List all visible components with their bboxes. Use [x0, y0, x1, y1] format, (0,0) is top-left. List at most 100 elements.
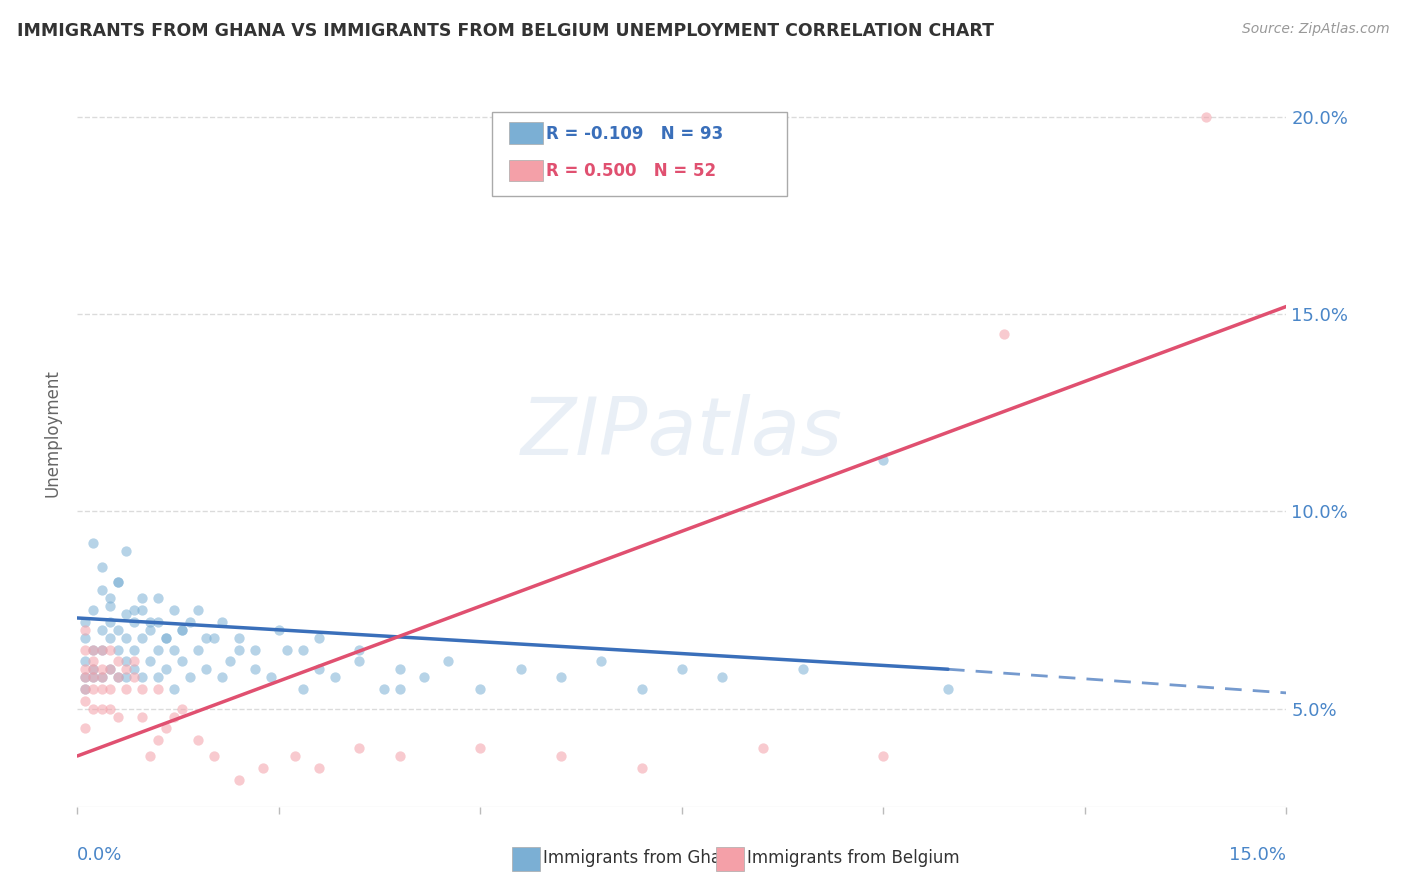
Point	[75, 631, 97, 645]
Point	[107, 654, 129, 668]
Point	[163, 681, 186, 696]
Point	[388, 681, 411, 696]
Text: R = -0.109   N = 93: R = -0.109 N = 93	[546, 125, 723, 143]
Point	[131, 591, 153, 606]
Point	[114, 607, 136, 621]
Text: 15.0%: 15.0%	[1229, 847, 1286, 864]
Point	[155, 631, 177, 645]
Point	[437, 654, 460, 668]
Text: R = 0.500   N = 52: R = 0.500 N = 52	[546, 162, 716, 180]
Point	[308, 631, 330, 645]
Point	[75, 681, 97, 696]
Point	[122, 642, 145, 657]
Point	[146, 733, 169, 747]
Point	[82, 654, 104, 668]
Point	[82, 701, 104, 715]
Point	[107, 575, 129, 590]
Point	[114, 631, 136, 645]
Point	[90, 701, 112, 715]
Point	[90, 623, 112, 637]
Point	[82, 662, 104, 676]
Point	[131, 670, 153, 684]
Point	[75, 670, 97, 684]
Point	[75, 681, 97, 696]
Point	[260, 670, 283, 684]
Point	[122, 603, 145, 617]
Point	[284, 749, 307, 764]
Point	[470, 741, 492, 756]
Point	[155, 722, 177, 736]
Point	[630, 761, 652, 775]
Point	[82, 536, 104, 550]
Point	[139, 654, 162, 668]
Point	[90, 642, 112, 657]
Point	[349, 642, 371, 657]
Text: Immigrants from Ghana: Immigrants from Ghana	[543, 849, 741, 867]
Point	[82, 670, 104, 684]
Point	[163, 642, 186, 657]
Point	[671, 662, 693, 676]
Point	[82, 670, 104, 684]
Point	[936, 681, 959, 696]
Point	[139, 615, 162, 629]
Point	[792, 662, 814, 676]
Point	[75, 623, 97, 637]
Point	[228, 631, 250, 645]
Point	[98, 615, 121, 629]
Point	[591, 654, 613, 668]
Point	[172, 623, 194, 637]
Point	[131, 681, 153, 696]
Text: Source: ZipAtlas.com: Source: ZipAtlas.com	[1241, 22, 1389, 37]
Point	[179, 615, 201, 629]
Point	[993, 326, 1015, 341]
Point	[146, 615, 169, 629]
Point	[550, 670, 572, 684]
Point	[146, 642, 169, 657]
Point	[308, 662, 330, 676]
Point	[82, 662, 104, 676]
Point	[155, 662, 177, 676]
Point	[292, 681, 315, 696]
Point	[630, 681, 652, 696]
Point	[243, 662, 266, 676]
Point	[211, 615, 233, 629]
Point	[139, 623, 162, 637]
Point	[751, 741, 773, 756]
Point	[172, 623, 194, 637]
Point	[131, 603, 153, 617]
Point	[155, 631, 177, 645]
Point	[98, 681, 121, 696]
Point	[187, 642, 209, 657]
Point	[388, 662, 411, 676]
Point	[509, 662, 531, 676]
Text: IMMIGRANTS FROM GHANA VS IMMIGRANTS FROM BELGIUM UNEMPLOYMENT CORRELATION CHART: IMMIGRANTS FROM GHANA VS IMMIGRANTS FROM…	[17, 22, 994, 40]
Point	[114, 544, 136, 558]
Point	[82, 603, 104, 617]
Y-axis label: Unemployment: Unemployment	[44, 368, 62, 497]
Point	[349, 741, 371, 756]
Point	[252, 761, 274, 775]
Point	[323, 670, 346, 684]
Point	[107, 709, 129, 723]
Point	[114, 662, 136, 676]
Point	[243, 642, 266, 657]
Point	[114, 670, 136, 684]
Point	[98, 662, 121, 676]
Point	[98, 591, 121, 606]
Point	[82, 642, 104, 657]
Point	[98, 701, 121, 715]
Point	[75, 694, 97, 708]
Point	[114, 681, 136, 696]
Point	[98, 662, 121, 676]
Text: ZIPatlas: ZIPatlas	[520, 393, 844, 472]
Point	[219, 654, 242, 668]
Point	[373, 681, 395, 696]
Point	[90, 662, 112, 676]
Text: 0.0%: 0.0%	[77, 847, 122, 864]
Point	[872, 453, 894, 467]
Point	[131, 709, 153, 723]
Point	[75, 654, 97, 668]
Point	[187, 603, 209, 617]
Text: Immigrants from Belgium: Immigrants from Belgium	[747, 849, 959, 867]
Point	[90, 670, 112, 684]
